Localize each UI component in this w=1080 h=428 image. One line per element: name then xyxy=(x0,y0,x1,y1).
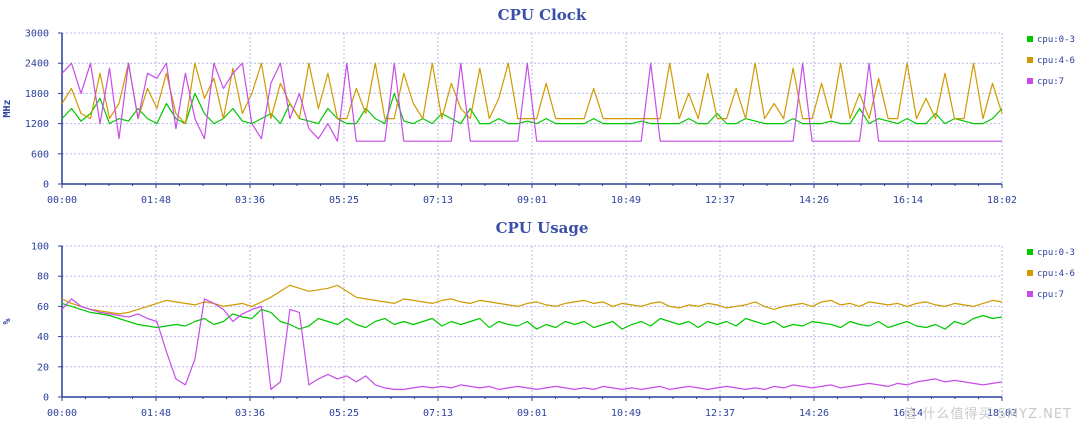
x-tick-label: 18:02 xyxy=(987,195,1017,206)
x-tick-label: 01:48 xyxy=(141,195,171,206)
y-tick-label: 20 xyxy=(37,362,49,373)
legend-label: cpu:7 xyxy=(1037,77,1064,87)
legend-label: cpu:0-3 xyxy=(1037,35,1075,45)
series-line-cpu-7 xyxy=(61,298,1003,390)
legend-swatch xyxy=(1027,36,1033,42)
chart-0: CPU Clock 0 600 1200 1800 2400 3000 00:00 01:48 0… xyxy=(2,6,1075,206)
series-line-cpu-0-3 xyxy=(61,302,1003,330)
legend-label: cpu:4-6 xyxy=(1037,56,1075,66)
y-tick-label: 600 xyxy=(31,149,49,160)
chart-1: CPU Usage 0 20 40 60 80 100 00:00 01:48 03:36 05:2… xyxy=(2,219,1075,419)
y-tick-label: 40 xyxy=(37,332,49,343)
y-tick-label: 100 xyxy=(31,242,49,253)
x-tick-label: 00:00 xyxy=(47,408,77,419)
chart-title: CPU Usage xyxy=(496,219,589,237)
y-tick-label: 0 xyxy=(43,393,49,404)
series-line-cpu-4-6 xyxy=(61,62,1003,125)
x-tick-label: 07:13 xyxy=(423,195,453,206)
legend-label: cpu:4-6 xyxy=(1037,269,1075,279)
legend-label: cpu:0-3 xyxy=(1037,248,1075,258)
x-tick-label: 07:13 xyxy=(423,408,453,419)
x-tick-label: 03:36 xyxy=(235,195,265,206)
x-tick-label: 12:37 xyxy=(705,408,735,419)
legend-swatch xyxy=(1027,270,1033,276)
legend-swatch xyxy=(1027,249,1033,255)
legend-swatch xyxy=(1027,57,1033,63)
y-tick-label: 0 xyxy=(43,180,49,191)
x-tick-label: 09:01 xyxy=(517,408,547,419)
series-line-cpu-7 xyxy=(61,62,1002,142)
legend-swatch xyxy=(1027,78,1033,84)
watermark: 值 什么值得买 SMYZ.NET xyxy=(903,407,1072,422)
series-line-cpu-4-6 xyxy=(61,284,1003,315)
y-tick-label: 3000 xyxy=(25,29,49,40)
legend-swatch xyxy=(1027,291,1033,297)
legend-label: cpu:7 xyxy=(1037,290,1064,300)
y-axis-label: MHz xyxy=(2,99,13,117)
x-tick-label: 01:48 xyxy=(141,408,171,419)
x-tick-label: 09:01 xyxy=(517,195,547,206)
chart-title: CPU Clock xyxy=(498,6,587,24)
y-tick-label: 80 xyxy=(37,272,49,283)
y-tick-label: 60 xyxy=(37,302,49,313)
y-tick-label: 1800 xyxy=(25,89,49,100)
x-tick-label: 12:37 xyxy=(705,195,735,206)
x-tick-label: 05:25 xyxy=(329,195,359,206)
x-tick-label: 10:49 xyxy=(611,195,641,206)
x-tick-label: 03:36 xyxy=(235,408,265,419)
x-tick-label: 10:49 xyxy=(611,408,641,419)
x-tick-label: 16:14 xyxy=(893,408,923,419)
series-line-cpu-0-3 xyxy=(61,92,1003,125)
y-tick-label: 2400 xyxy=(25,59,49,70)
x-tick-label: 18:02 xyxy=(987,408,1017,419)
x-tick-label: 14:26 xyxy=(799,408,829,419)
x-tick-label: 05:25 xyxy=(329,408,359,419)
y-axis-label: % xyxy=(2,318,13,324)
x-tick-label: 14:26 xyxy=(799,195,829,206)
x-tick-label: 00:00 xyxy=(47,195,77,206)
y-tick-label: 1200 xyxy=(25,119,49,130)
x-tick-label: 16:14 xyxy=(893,195,923,206)
